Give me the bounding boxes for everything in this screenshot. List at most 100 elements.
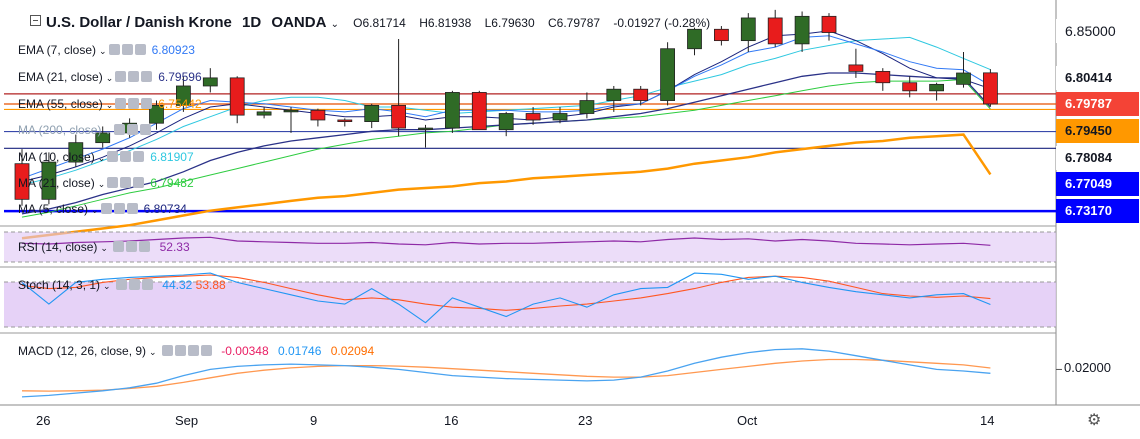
indicator-row[interactable]: MA (21, close) ⌄ 6.79482 xyxy=(18,175,194,191)
chart-header: U.S. Dollar / Danish Krone 1D OANDA ⌄ O6… xyxy=(14,14,710,31)
gear-icon[interactable] xyxy=(126,241,138,252)
collapse-toggle-icon[interactable] xyxy=(30,15,41,26)
indicator-row[interactable]: MA (10, close) ⌄ 6.81907 xyxy=(18,149,194,165)
candle-down xyxy=(875,70,891,84)
indicator-row[interactable]: EMA (7, close) ⌄ 6.80923 xyxy=(18,42,195,58)
price-label: 6.78084 xyxy=(1056,146,1139,170)
price-label: 6.85000 xyxy=(1056,19,1139,43)
indicator-label: MA (5, close) xyxy=(18,202,89,216)
candle-up xyxy=(794,15,810,45)
candle-up xyxy=(175,85,191,106)
candle-up xyxy=(687,28,702,50)
indicator-label: EMA (7, close) xyxy=(18,43,97,57)
candle-up xyxy=(660,48,675,101)
candle-down xyxy=(14,163,30,200)
gear-icon[interactable] xyxy=(128,71,140,82)
source-label: OANDA xyxy=(271,14,327,31)
macd-line xyxy=(21,348,991,398)
stoch-legend[interactable]: Stoch (14, 3, 1) ⌄ 44.32 53.88 xyxy=(18,277,226,293)
close-icon[interactable] xyxy=(141,279,153,290)
eye-icon[interactable] xyxy=(113,124,125,135)
candle-down xyxy=(337,119,353,122)
candle-up xyxy=(498,113,514,131)
gear-icon[interactable] xyxy=(120,177,132,188)
close-icon[interactable] xyxy=(134,44,146,55)
indicator-label: MA (21, close) xyxy=(18,176,95,190)
eye-icon[interactable] xyxy=(115,71,127,82)
source-code-icon[interactable] xyxy=(187,345,199,356)
indicator-label: MA (200, close) xyxy=(18,123,102,137)
eye-icon[interactable] xyxy=(107,177,119,188)
close-icon[interactable] xyxy=(141,98,153,109)
eye-icon[interactable] xyxy=(108,44,120,55)
close-icon[interactable] xyxy=(141,71,153,82)
chevron-down-icon[interactable]: ⌄ xyxy=(103,281,111,291)
gear-icon[interactable] xyxy=(126,124,138,135)
symbol-name[interactable]: U.S. Dollar / Danish Krone xyxy=(46,14,232,31)
close-icon[interactable] xyxy=(133,177,145,188)
chevron-down-icon[interactable]: ⌄ xyxy=(105,100,114,110)
macd-axis-tick: 0.02000 xyxy=(1064,360,1111,375)
gear-icon[interactable] xyxy=(128,98,140,109)
indicator-value: 6.79482 xyxy=(150,176,194,190)
candle-down xyxy=(633,88,649,101)
eye-icon[interactable] xyxy=(115,279,127,290)
open-value: O6.81714 xyxy=(353,16,406,30)
eye-icon[interactable] xyxy=(107,151,119,162)
gear-icon[interactable] xyxy=(113,203,125,214)
eye-icon[interactable] xyxy=(113,241,125,252)
close-icon[interactable] xyxy=(126,203,138,214)
x-tick-label: 16 xyxy=(444,413,459,428)
close-icon[interactable] xyxy=(139,241,151,252)
indicator-row[interactable]: EMA (21, close) ⌄ 6.79596 xyxy=(18,69,202,85)
chevron-down-icon[interactable]: ⌄ xyxy=(330,19,339,30)
candle-up xyxy=(740,17,756,42)
x-tick-label: 23 xyxy=(578,413,593,428)
close-icon[interactable] xyxy=(139,124,151,135)
indicator-row[interactable]: MA (5, close) ⌄ 6.80734 xyxy=(18,201,187,217)
change-value: -0.01927 (-0.28%) xyxy=(613,16,711,30)
chevron-down-icon[interactable]: ⌄ xyxy=(149,347,157,357)
chevron-down-icon[interactable]: ⌄ xyxy=(100,243,108,253)
stoch-k-value: 44.32 xyxy=(162,278,193,292)
settings-gear-icon[interactable]: ⚙ xyxy=(1087,412,1102,429)
macd-legend[interactable]: MACD (12, 26, close, 9) ⌄ -0.00348 0.0174… xyxy=(18,343,374,359)
chevron-down-icon[interactable]: ⌄ xyxy=(105,73,114,83)
chevron-down-icon[interactable]: ⌄ xyxy=(97,153,106,163)
gear-icon[interactable] xyxy=(120,151,132,162)
close-icon[interactable] xyxy=(133,151,145,162)
eye-icon[interactable] xyxy=(115,98,127,109)
indicator-row[interactable]: EMA (55, close) ⌄ 6.75442 xyxy=(18,96,202,112)
candle-down xyxy=(714,28,729,42)
stoch-d-line xyxy=(21,274,991,311)
close-icon[interactable] xyxy=(200,345,212,356)
chevron-down-icon[interactable]: ⌄ xyxy=(99,46,107,56)
indicator-row[interactable]: MA (200, close) ⌄ xyxy=(18,122,157,138)
interval-label[interactable]: 1D xyxy=(242,14,262,31)
indicator-label: EMA (55, close) xyxy=(18,97,103,111)
candle-up xyxy=(956,72,971,85)
gear-icon[interactable] xyxy=(121,44,133,55)
gear-icon[interactable] xyxy=(174,345,186,356)
price-label: 6.73170 xyxy=(1056,199,1139,223)
chevron-down-icon[interactable]: ⌄ xyxy=(104,126,112,136)
eye-icon[interactable] xyxy=(161,345,173,356)
x-tick-label: 14 xyxy=(980,413,995,428)
eye-icon[interactable] xyxy=(100,203,112,214)
candle-up xyxy=(149,105,164,124)
rsi-legend[interactable]: RSI (14, close) ⌄ 52.33 xyxy=(18,239,190,255)
candle-down xyxy=(821,15,837,33)
candle-down xyxy=(471,92,487,131)
candle-up xyxy=(579,100,595,114)
candle-up xyxy=(418,127,433,130)
candle-down xyxy=(902,82,918,92)
gear-icon[interactable] xyxy=(128,279,140,290)
candle-down xyxy=(767,17,783,45)
chevron-down-icon[interactable]: ⌄ xyxy=(97,179,106,189)
x-tick-label: 26 xyxy=(36,413,51,428)
candle-down xyxy=(391,105,407,129)
chevron-down-icon[interactable]: ⌄ xyxy=(91,205,99,215)
rsi-value: 52.33 xyxy=(159,240,190,254)
macd-line-value: 0.01746 xyxy=(278,344,322,358)
